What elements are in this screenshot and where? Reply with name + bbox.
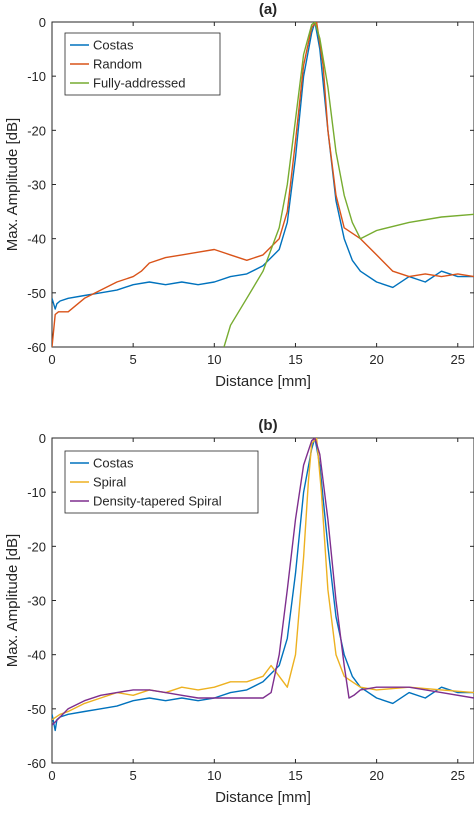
y-tick-label: -40 <box>27 648 46 663</box>
x-tick-label: 25 <box>451 768 465 783</box>
chart-panel-a: 0 5 10 15 20 25 0 -10 -20 -30 -40 -50 -60 (a) Distance… <box>4 1 474 390</box>
series-line-spiral <box>52 438 474 721</box>
y-axis-label: Max. Amplitude [dB] <box>4 118 21 251</box>
legend-label-fully-addressed: Fully-addressed <box>93 76 186 91</box>
legend-label-density-tapered-spiral: Density-tapered Spiral <box>93 494 222 509</box>
y-tick-label: -10 <box>27 485 46 500</box>
y-tick-label: -60 <box>27 756 46 771</box>
x-tick-label: 20 <box>369 352 383 367</box>
legend-box <box>64 450 259 514</box>
y-tick-label: -10 <box>27 69 46 84</box>
x-tick-label: 5 <box>130 768 137 783</box>
y-tick-label: -20 <box>27 539 46 554</box>
y-tick-label: -40 <box>27 232 46 247</box>
chart-title: (b) <box>258 417 277 434</box>
x-tick-label: 25 <box>451 352 465 367</box>
legend-label-costas: Costas <box>93 456 134 471</box>
y-tick-label: -50 <box>27 702 46 717</box>
y-tick-label: -20 <box>27 123 46 138</box>
series-group <box>52 22 474 347</box>
x-tick-label: 5 <box>130 352 137 367</box>
series-line-random <box>52 22 474 347</box>
legend-label-costas: Costas <box>93 38 134 53</box>
chart-title: (a) <box>259 1 277 18</box>
series-line-density-tapered-spiral <box>52 438 474 726</box>
legend-label-spiral: Spiral <box>93 475 126 490</box>
x-tick-label: 0 <box>48 352 55 367</box>
x-tick-label: 15 <box>288 768 302 783</box>
series-line-costas <box>52 438 474 732</box>
x-tick-label: 20 <box>369 768 383 783</box>
y-tick-label: -60 <box>27 340 46 355</box>
legend: Costas Random Fully-addressed <box>64 32 221 96</box>
y-tick-label: -50 <box>27 286 46 301</box>
y-tick-label: -30 <box>27 178 46 193</box>
chart-panel-b: 0 5 10 15 20 25 0 -10 -20 -30 -40 -50 -60 (b) Distance… <box>4 417 474 806</box>
series-line-fully-addressed <box>223 22 474 347</box>
x-tick-label: 15 <box>288 352 302 367</box>
x-tick-label: 0 <box>48 768 55 783</box>
y-tick-label: -30 <box>27 594 46 609</box>
x-tick-label: 10 <box>207 768 221 783</box>
legend-box <box>64 32 221 96</box>
x-tick-label: 10 <box>207 352 221 367</box>
x-axis-label: Distance [mm] <box>215 789 311 806</box>
legend: Costas Spiral Density-tapered Spiral <box>64 450 259 514</box>
legend-label-random: Random <box>93 57 142 72</box>
y-tick-label: 0 <box>39 431 46 446</box>
series-group <box>52 438 474 732</box>
y-axis-label: Max. Amplitude [dB] <box>4 534 21 667</box>
x-axis-label: Distance [mm] <box>215 373 311 390</box>
series-line-costas <box>52 22 474 310</box>
y-tick-label: 0 <box>39 15 46 30</box>
